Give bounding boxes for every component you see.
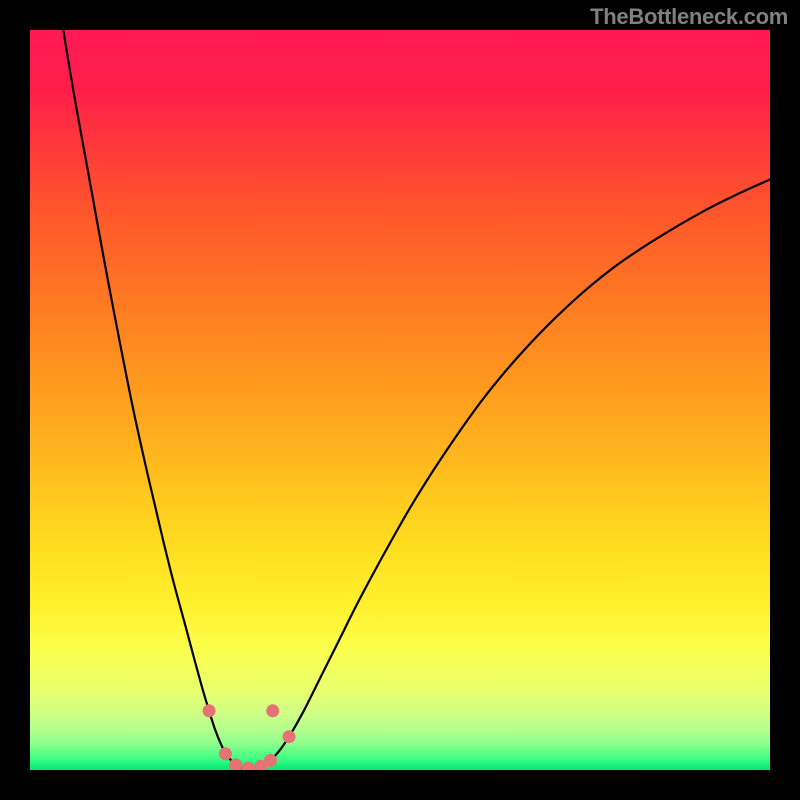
marker-point (229, 758, 242, 771)
marker-point (264, 754, 277, 767)
marker-point (266, 704, 279, 717)
marker-point (203, 704, 216, 717)
chart-container: TheBottleneck.com (0, 0, 800, 800)
bottleneck-curve-chart (0, 0, 800, 800)
attribution-label: TheBottleneck.com (590, 4, 788, 30)
marker-point (283, 730, 296, 743)
gradient-background (30, 30, 770, 770)
marker-point (219, 747, 232, 760)
